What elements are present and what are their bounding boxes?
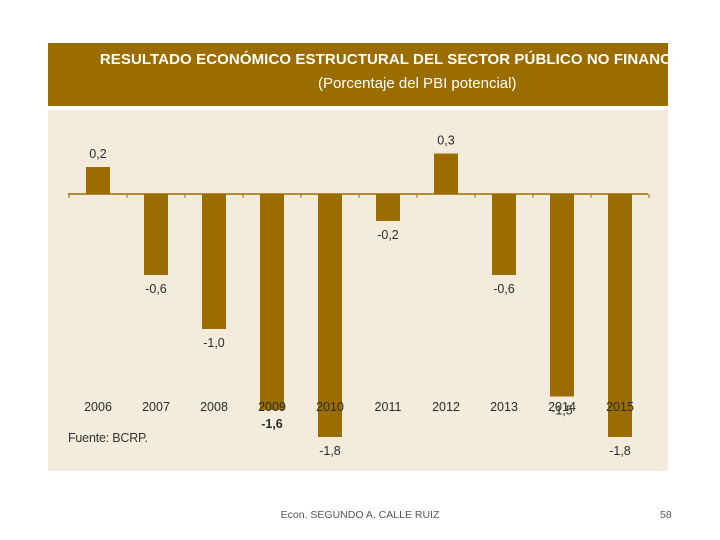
bar-2013 <box>492 194 516 275</box>
data-label-2014: -1,5 <box>551 404 573 418</box>
data-label-2013: -0,6 <box>493 282 515 296</box>
data-label-2010: -1,8 <box>319 444 341 458</box>
bar-2010 <box>318 194 342 437</box>
x-tick-label-2013: 2013 <box>490 400 518 414</box>
chart-subtitle: (Porcentaje del PBI potencial) <box>318 75 517 92</box>
bar-2009 <box>260 194 284 410</box>
bar-2006 <box>86 167 110 194</box>
source-note: Fuente: BCRP. <box>68 431 148 445</box>
data-label-2015: -1,8 <box>609 444 631 458</box>
data-label-2008: -1,0 <box>203 336 225 350</box>
bar-2008 <box>202 194 226 329</box>
x-tick-label-2015: 2015 <box>606 400 634 414</box>
x-tick-label-2009: 2009 <box>258 400 286 414</box>
footer-author: Econ. SEGUNDO A. CALLE RUIZ <box>0 509 720 521</box>
chart-header: RESULTADO ECONÓMICO ESTRUCTURAL DEL SECT… <box>48 43 708 106</box>
x-tick-label-2010: 2010 <box>316 400 344 414</box>
x-tick-label-2011: 2011 <box>375 400 402 414</box>
data-label-2012: 0,3 <box>437 134 454 148</box>
chart-title: RESULTADO ECONÓMICO ESTRUCTURAL DEL SECT… <box>99 51 709 68</box>
bar-chart: 0,2 2006 -0,6 2007 -1,0 2008 -1,6 2009 -1,8 2010 -… <box>68 134 650 458</box>
data-label-2009: -1,6 <box>261 417 283 431</box>
x-tick-label-2008: 2008 <box>200 400 228 414</box>
x-tick-label-2012: 2012 <box>432 400 460 414</box>
footer-author-text: Econ. SEGUNDO A. CALLE RUIZ <box>280 509 440 521</box>
data-label-2007: -0,6 <box>145 282 167 296</box>
bar-2012 <box>434 153 458 194</box>
bar-2014 <box>550 194 574 397</box>
chart-panel: 0,2 2006 -0,6 2007 -1,0 2008 -1,6 2009 -1,8 2010 -… <box>48 110 668 471</box>
x-tick-label-2006: 2006 <box>84 400 112 414</box>
x-tick-label-2007: 2007 <box>142 400 170 414</box>
x-tick-label-2014: 2014 <box>548 400 576 414</box>
bar-2011 <box>376 194 400 221</box>
bar-2007 <box>144 194 168 275</box>
bar-2015 <box>608 194 632 437</box>
data-label-2006: 0,2 <box>89 147 106 161</box>
data-label-2011: -0,2 <box>377 228 399 242</box>
page-number: 58 <box>660 509 672 521</box>
